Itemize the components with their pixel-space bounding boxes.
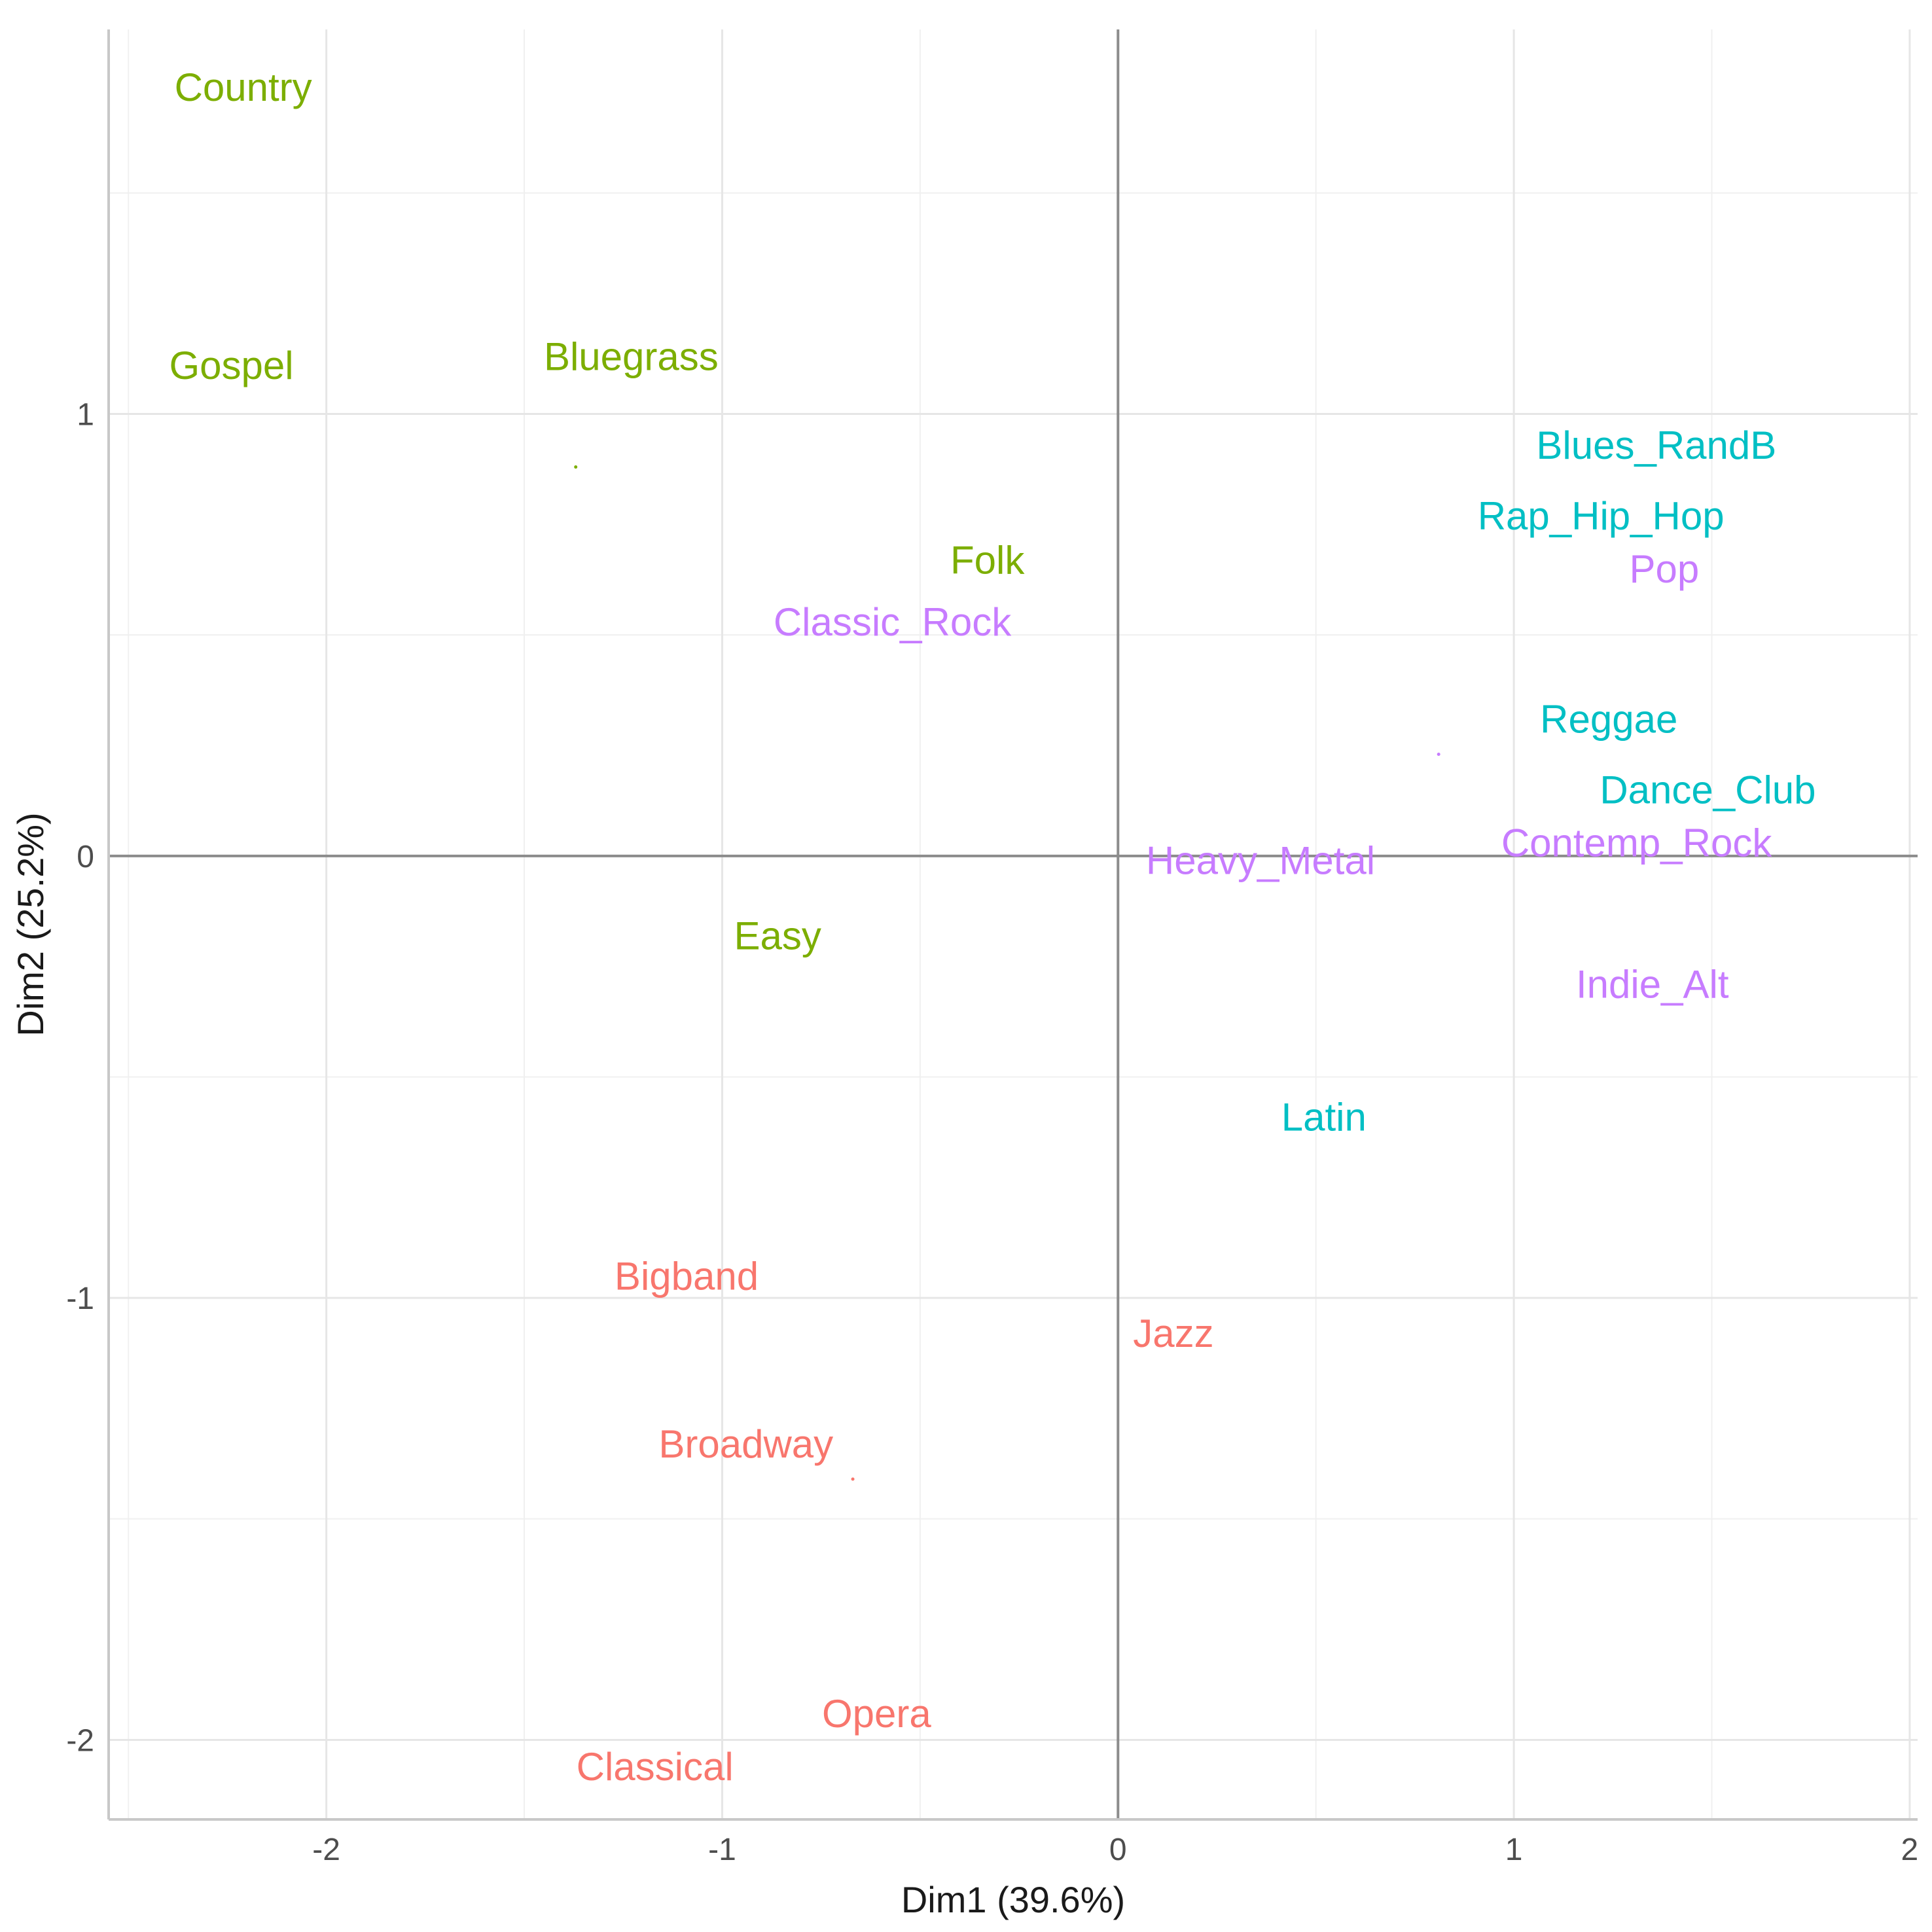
point-label-classic-rock: Classic_Rock [774,600,1012,644]
point-label-folk: Folk [950,538,1025,582]
point-label-gospel: Gospel [169,344,293,387]
axes [107,29,1918,1821]
x-tick-label: 2 [1901,1833,1919,1867]
y-axis-title: Dim2 (25.2%) [10,812,51,1036]
point-label-easy: Easy [734,914,821,957]
point-label-pop: Pop [1630,547,1700,591]
tick-labels: -2 -1 0 1 2 -2 -1 0 1 [66,398,1918,1867]
point-label-blues-randb: Blues_RandB [1536,423,1776,467]
y-tick-label: 1 [77,398,94,433]
point-label-bigband: Bigband [615,1254,759,1298]
x-tick-label: 1 [1505,1833,1523,1867]
point-label-reggae: Reggae [1540,697,1677,741]
point-label-country: Country [175,65,312,109]
point-label-opera: Opera [822,1692,931,1736]
point-label-jazz: Jazz [1133,1312,1213,1355]
point-label-heavy-metal: Heavy_Metal [1146,839,1375,883]
group-centroids [574,465,1440,1481]
centroid-point [1437,753,1440,757]
x-axis-title: Dim1 (39.6%) [901,1879,1125,1920]
y-tick-label: -1 [66,1281,94,1316]
point-label-indie-alt: Indie_Alt [1576,963,1729,1007]
point-label-classical: Classical [577,1745,734,1789]
centroid-point [574,465,578,469]
x-tick-label: -2 [312,1833,340,1867]
point-labels: Country Gospel Bluegrass Folk Easy Classic_Ro… [169,65,1816,1789]
y-tick-label: 0 [77,840,94,874]
grid [109,29,1918,1819]
point-label-bluegrass: Bluegrass [544,335,719,379]
point-label-latin: Latin [1281,1095,1367,1139]
point-label-dance-club: Dance_Club [1600,768,1816,812]
point-label-contemp-rock: Contemp_Rock [1501,821,1773,865]
point-label-broadway: Broadway [658,1422,833,1466]
x-tick-label: -1 [708,1833,736,1867]
centroid-point [851,1477,855,1481]
zero-lines [109,29,1918,1819]
x-tick-label: 0 [1109,1833,1127,1867]
point-label-rap-hip-hop: Rap_Hip_Hop [1478,494,1725,538]
y-tick-label: -2 [66,1723,94,1758]
